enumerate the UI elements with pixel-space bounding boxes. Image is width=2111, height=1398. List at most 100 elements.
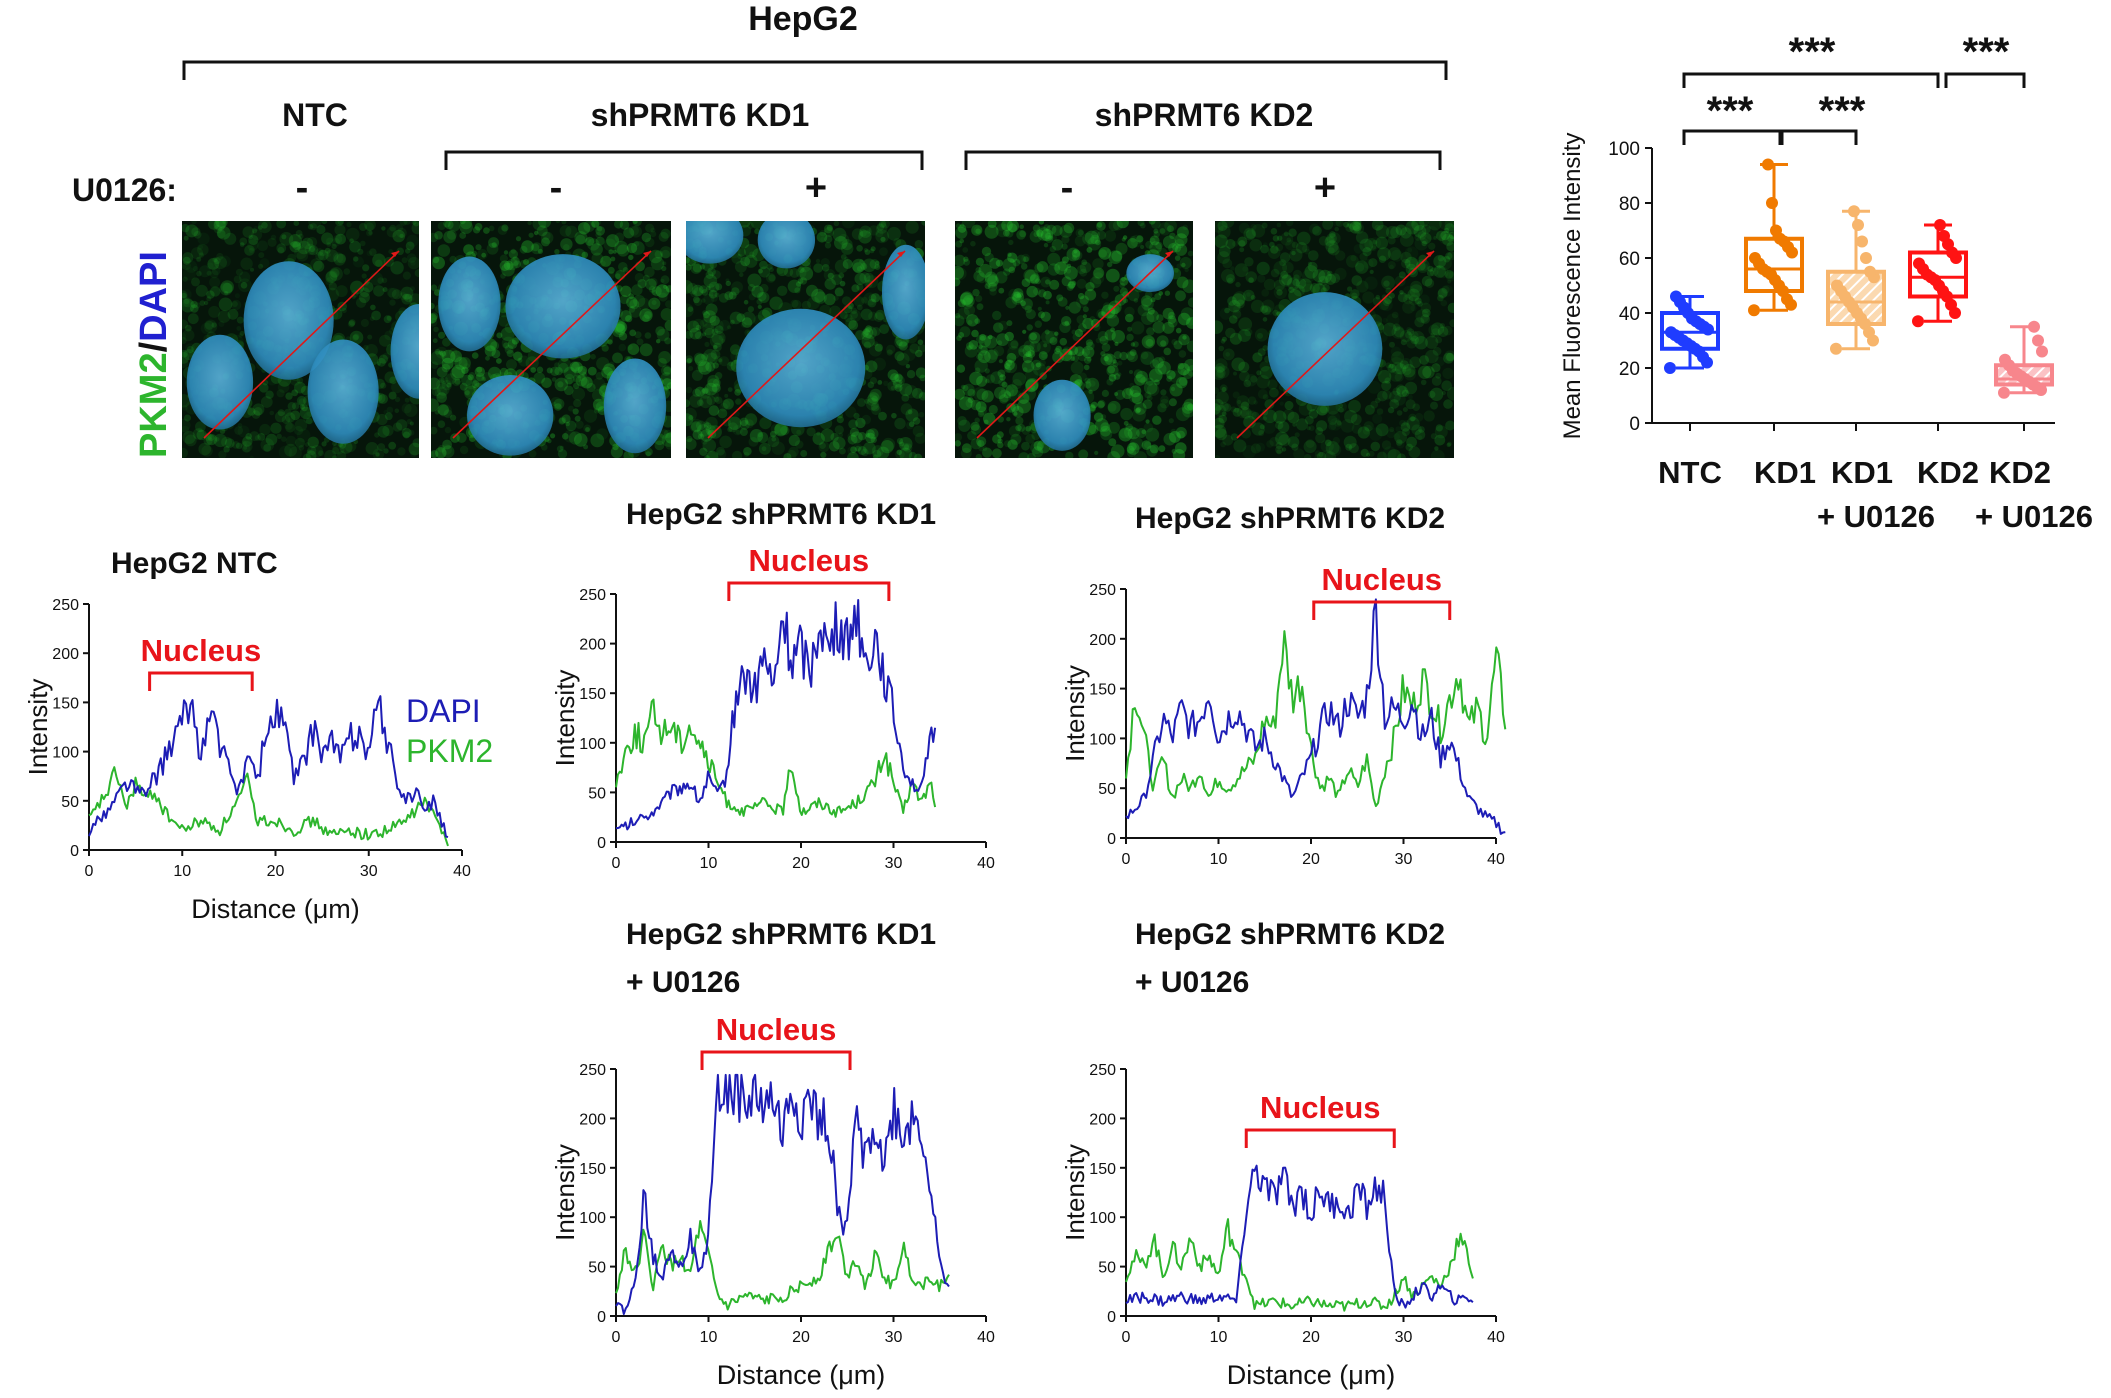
chart-title: HepG2 shPRMT6 KD2: [1135, 502, 1445, 535]
x-tick-label: 40: [1487, 1329, 1505, 1346]
x-tick-label: 0: [612, 855, 621, 872]
data-point: [2032, 334, 2044, 347]
y-tick-label: 50: [1098, 781, 1116, 798]
nucleus-bracket: [700, 1050, 852, 1070]
data-point: [1670, 290, 1682, 303]
box-5: [1994, 320, 2054, 399]
significance-label: ***: [1819, 89, 1866, 133]
data-point: [1848, 205, 1860, 218]
x-tick-label: 10: [1210, 851, 1228, 868]
data-point: [1913, 257, 1925, 270]
y-tick-label: 200: [52, 646, 79, 663]
data-point: [1749, 252, 1761, 264]
series-pkm2: [615, 1220, 950, 1311]
legend-pkm2: PKM2: [406, 733, 493, 769]
data-point: [1934, 219, 1946, 231]
nucleus-label: Nucleus: [749, 543, 870, 578]
x-tick-label: 10: [1210, 1329, 1228, 1346]
significance-label: ***: [1707, 89, 1754, 133]
y-tick-label: 150: [52, 695, 79, 712]
category-label: KD2 + U0126: [1975, 455, 2093, 534]
data-point: [1665, 326, 1677, 339]
nucleus-dapi: [1267, 292, 1383, 406]
treatment-state-1: -: [296, 167, 309, 209]
category-label: KD2: [1917, 455, 1979, 490]
cell-line-title: HepG2: [748, 0, 858, 38]
y-tick-label: 100: [579, 1210, 606, 1227]
data-point: [1852, 219, 1864, 231]
chart-title: HepG2 shPRMT6 KD2 + U0126: [1135, 918, 1445, 999]
legend-dapi: DAPI: [406, 693, 481, 729]
y-axis-label: Intensity: [1060, 1144, 1090, 1241]
group-label-ntc: NTC: [282, 97, 348, 133]
x-tick-label: 20: [1302, 1329, 1320, 1346]
data-point: [1999, 353, 2011, 366]
chart-title: HepG2 shPRMT6 KD1: [626, 498, 936, 531]
nucleus-dapi: [438, 256, 501, 352]
y-tick-label: 250: [52, 597, 79, 614]
data-point: [1770, 224, 1782, 237]
data-point: [1864, 265, 1876, 278]
line-profile-icon: [452, 250, 652, 439]
significance-bracket: [1682, 72, 1940, 88]
micrograph-2: [431, 221, 671, 458]
x-tick-label: 40: [1487, 851, 1505, 868]
arrowhead-icon: [643, 251, 651, 257]
y-tick-label: 150: [1089, 682, 1116, 699]
pkm2-signal: [1215, 221, 1454, 458]
nucleus-bracket: [148, 671, 254, 691]
micrograph-row: [182, 221, 1454, 458]
y-axis-label: Intensity: [23, 679, 53, 776]
x-tick-label: 30: [885, 1329, 903, 1346]
treatment-state-3: +: [805, 167, 827, 209]
nucleus-dapi: [307, 339, 379, 444]
stain-label-pkm2: PKM2: [133, 352, 175, 458]
x-tick-label: 40: [977, 855, 995, 872]
y-tick-label: 150: [579, 686, 606, 703]
y-tick-label: 0: [1107, 1309, 1116, 1326]
series-dapi: [615, 599, 937, 831]
y-tick-label: 60: [1619, 249, 1640, 270]
line-profile-icon: [203, 250, 400, 439]
nucleus-dapi: [1033, 379, 1091, 451]
micrograph-3: [686, 221, 925, 458]
x-tick-label: 30: [360, 863, 378, 880]
arrowhead-icon: [391, 251, 399, 257]
stain-label: PKM2/DAPI: [133, 251, 175, 458]
data-point: [1762, 158, 1774, 171]
line-profile-kd2-u0126: HepG2 shPRMT6 KD2 + U0126 0 50 100 150 200 250 0…: [1060, 918, 1505, 1390]
nucleus-bracket: [1244, 1128, 1396, 1148]
data-point: [1830, 342, 1842, 355]
chart-title: HepG2 shPRMT6 KD1 + U0126: [626, 918, 936, 999]
x-tick-label: 40: [453, 863, 471, 880]
y-tick-label: 250: [1089, 1062, 1116, 1079]
pkm2-signal: [431, 221, 671, 458]
data-point: [1912, 315, 1924, 328]
y-tick-label: 250: [579, 1062, 606, 1079]
line-profile-icon: [976, 250, 1174, 439]
significance-bracket: [1944, 72, 2026, 88]
data-point: [2028, 320, 2040, 333]
pkm2-signal: [686, 221, 925, 458]
y-tick-label: 200: [579, 637, 606, 654]
y-tick-label: 40: [1619, 304, 1640, 325]
nucleus-dapi: [603, 358, 667, 454]
y-tick-label: 200: [579, 1111, 606, 1128]
cell-line-bracket: [182, 60, 1448, 80]
chart-title: HepG2 NTC: [111, 547, 278, 580]
data-point: [1998, 386, 2010, 399]
significance-bracket: [1682, 129, 1782, 145]
y-tick-label: 0: [597, 1309, 606, 1326]
y-tick-label: 0: [1629, 414, 1640, 435]
nucleus-dapi: [467, 375, 554, 456]
y-axis-label: Intensity: [550, 1144, 580, 1241]
y-axis-label: Intensity: [1060, 665, 1090, 762]
kd1-bracket: [444, 150, 924, 170]
data-point: [1766, 197, 1778, 209]
y-tick-label: 80: [1619, 194, 1640, 215]
x-tick-label: 30: [885, 855, 903, 872]
data-point: [1860, 252, 1872, 264]
series-pkm2: [1125, 1218, 1474, 1312]
y-tick-label: 50: [588, 1260, 606, 1277]
